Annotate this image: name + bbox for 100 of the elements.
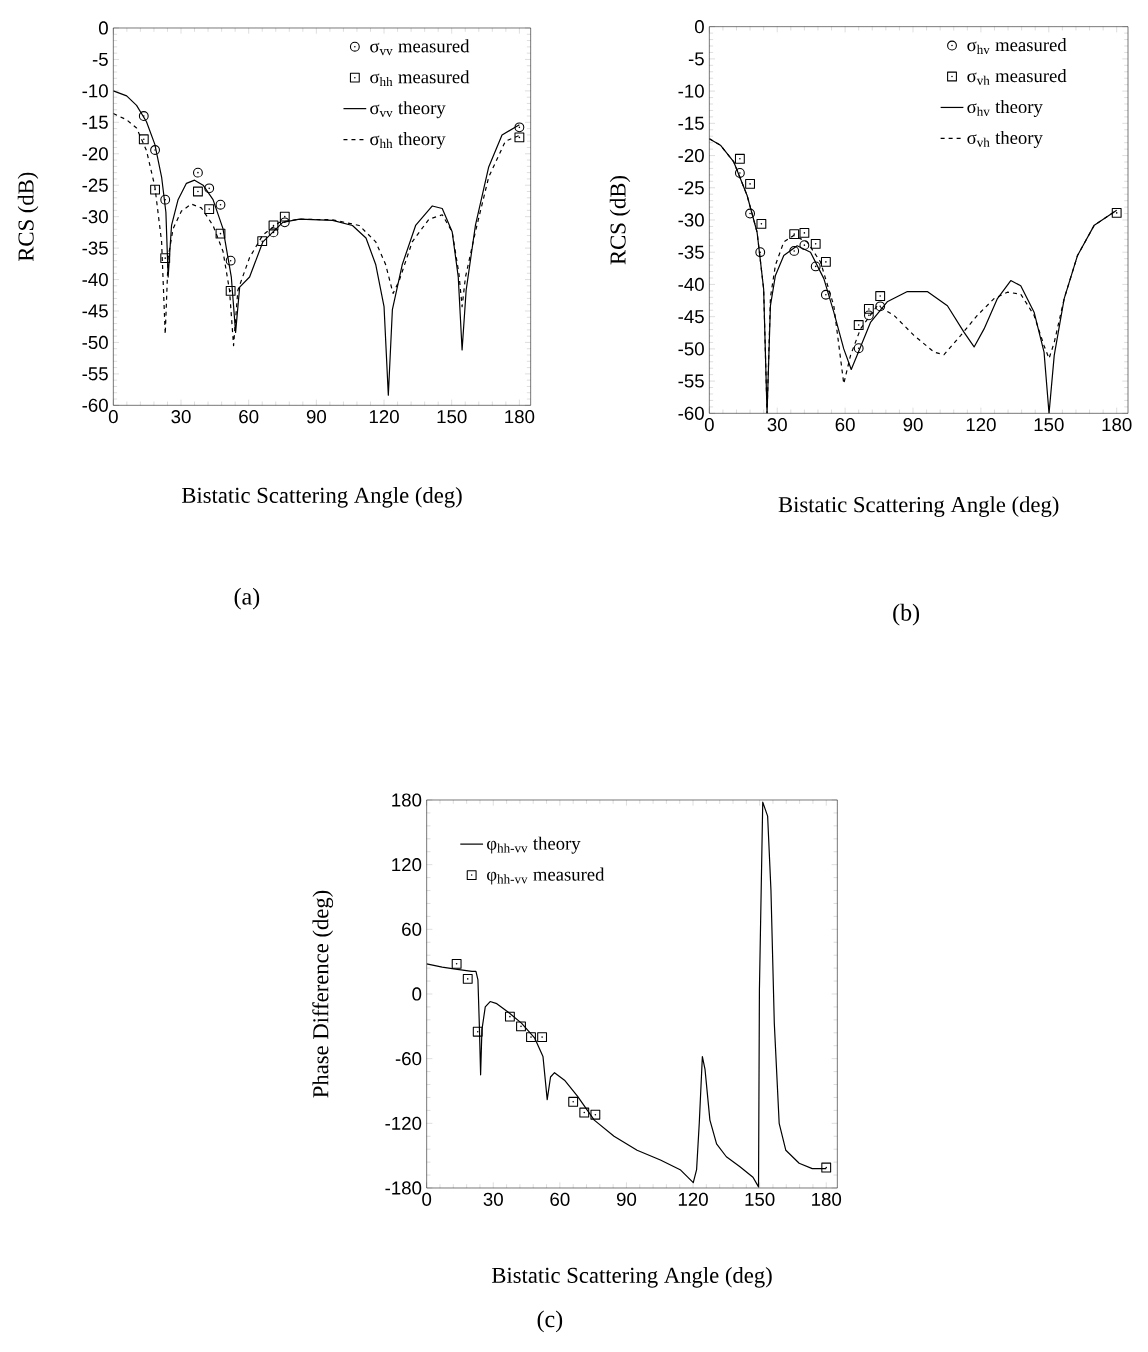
point: [279, 211, 290, 222]
y-tick-label: 0: [694, 20, 704, 34]
point: [225, 285, 236, 296]
x-tick-label: 90: [306, 410, 327, 424]
point: [514, 132, 525, 143]
x-tick-label: 30: [483, 1192, 503, 1206]
point: [204, 183, 215, 194]
y-axis-title: RCS (dB): [609, 176, 631, 265]
legend-label: σ$_{vv}$ measured: [370, 39, 470, 56]
point: [863, 310, 874, 321]
y-tick-label: -35: [82, 241, 108, 255]
x-tick-label: 0: [422, 1192, 432, 1206]
x-tick-label: 150: [437, 410, 467, 424]
legend-label: σ$_{hh}$ measured: [370, 70, 470, 87]
point: [472, 1026, 483, 1037]
point: [745, 178, 756, 189]
y-tick-label: -20: [82, 147, 108, 161]
point: [853, 320, 864, 330]
y-tick-label: -60: [82, 398, 108, 412]
y-tick-label: -20: [678, 148, 704, 163]
point: [821, 1162, 832, 1173]
x-tick-label: 150: [1034, 418, 1064, 432]
point: [745, 208, 756, 219]
y-tick-label: -15: [678, 116, 704, 130]
y-tick-label: -5: [688, 52, 704, 66]
x-tick-label: 60: [239, 410, 259, 424]
point: [514, 122, 525, 133]
point: [789, 245, 800, 256]
point: [204, 204, 215, 215]
point: [268, 220, 279, 231]
point: [820, 289, 831, 300]
point: [1111, 207, 1122, 218]
point: [504, 1011, 515, 1022]
y-tick-label: -120: [385, 1116, 422, 1130]
x-tick-label: 120: [966, 418, 996, 432]
y-tick-label: -45: [678, 310, 704, 324]
text: (b): [893, 603, 920, 626]
x-tick-label: 180: [505, 410, 535, 424]
point: [225, 255, 236, 266]
point: [875, 301, 886, 312]
y-tick-label: -30: [82, 210, 108, 224]
point: [160, 194, 171, 205]
y-tick-label: -55: [678, 374, 704, 388]
y-tick-label: -15: [82, 115, 108, 129]
point: [160, 253, 171, 264]
y-tick-label: -10: [678, 84, 704, 98]
point: [853, 343, 864, 354]
point: [279, 217, 290, 228]
point: [150, 145, 160, 155]
y-tick-label: -40: [678, 277, 704, 292]
point: [756, 218, 767, 229]
y-tick-label: -180: [385, 1181, 422, 1195]
point: [215, 228, 226, 239]
y-tick-label: -5: [92, 52, 108, 66]
x-axis-title: Bistatic Scattering Angle (deg): [181, 487, 462, 508]
point: [192, 167, 203, 178]
point: [734, 168, 745, 178]
point: [138, 111, 149, 121]
point: [863, 303, 874, 314]
y-tick-label: -25: [678, 181, 704, 195]
point: [537, 1032, 548, 1043]
x-tick-label: 90: [903, 418, 923, 432]
y-tick-label: 180: [392, 793, 422, 807]
y-tick-label: -50: [82, 335, 108, 350]
legend-label: σ$_{hh}$ theory: [370, 132, 446, 150]
x-tick-label: 120: [369, 410, 399, 424]
line-series: [113, 90, 520, 396]
point: [150, 184, 160, 195]
y-tick-label: -55: [82, 367, 108, 381]
y-tick-label: 120: [392, 858, 422, 872]
point: [875, 291, 886, 301]
point: [192, 186, 203, 197]
point: [138, 134, 149, 145]
point: [215, 199, 226, 210]
point: [590, 1109, 601, 1120]
x-tick-label: 0: [108, 410, 118, 424]
point: [516, 1021, 526, 1032]
y-axis-title: RCS (dB): [17, 172, 39, 262]
legend-label: σ$_{vv}$ theory: [370, 101, 446, 119]
legend-label: σ$_{vh}$ measured: [967, 69, 1067, 85]
legend-label: σ$_{hv}$ theory: [967, 99, 1043, 117]
text: (c): [537, 1310, 563, 1333]
legend-label: σ$_{hv}$ measured: [967, 38, 1067, 55]
y-tick-label: -35: [678, 245, 704, 259]
y-tick-label: -45: [82, 304, 108, 318]
y-tick-label: -50: [678, 342, 704, 356]
text: (a): [234, 587, 260, 610]
legend-label: φ$_{hh-vv}$ measured: [487, 867, 605, 885]
legend-label: φ$_{hh-vv}$ theory: [487, 836, 581, 854]
x-tick-label: 30: [171, 410, 191, 424]
y-tick-label: -40: [82, 272, 108, 287]
legend-label: σ$_{vh}$ theory: [967, 130, 1043, 148]
y-tick-label: 60: [402, 922, 422, 936]
point: [789, 229, 800, 240]
point: [268, 227, 279, 238]
y-tick-label: -60: [678, 406, 704, 420]
x-tick-label: 60: [835, 418, 855, 432]
y-axis-title: Phase Difference (deg): [312, 890, 334, 1098]
y-tick-label: 0: [412, 987, 422, 1001]
x-tick-label: 0: [704, 418, 714, 432]
